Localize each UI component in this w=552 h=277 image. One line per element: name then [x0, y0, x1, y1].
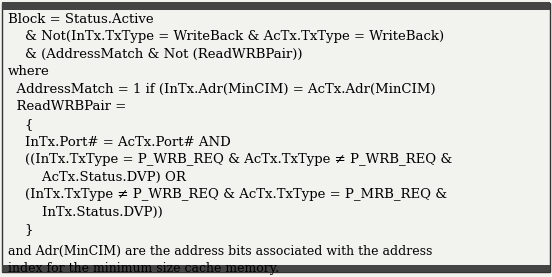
Text: & (AddressMatch & Not (ReadWRBPair)): & (AddressMatch & Not (ReadWRBPair)) — [8, 48, 302, 61]
Text: ReadWRBPair =: ReadWRBPair = — [8, 101, 126, 114]
Text: AddressMatch = 1 if (InTx.Adr(MinCIM) = AcTx.Adr(MinCIM): AddressMatch = 1 if (InTx.Adr(MinCIM) = … — [8, 83, 436, 96]
Text: (InTx.TxType ≠ P_WRB_REQ & AcTx.TxType = P_MRB_REQ &: (InTx.TxType ≠ P_WRB_REQ & AcTx.TxType =… — [8, 188, 447, 201]
Text: InTx.Port# = AcTx.Port# AND: InTx.Port# = AcTx.Port# AND — [8, 135, 231, 148]
Text: ((InTx.TxType = P_WRB_REQ & AcTx.TxType ≠ P_WRB_REQ &: ((InTx.TxType = P_WRB_REQ & AcTx.TxType … — [8, 153, 452, 166]
Text: & Not(InTx.TxType = WriteBack & AcTx.TxType = WriteBack): & Not(InTx.TxType = WriteBack & AcTx.TxT… — [8, 30, 444, 43]
Text: AcTx.Status.DVP) OR: AcTx.Status.DVP) OR — [8, 171, 186, 183]
Text: {: { — [8, 118, 34, 131]
Text: InTx.Status.DVP)): InTx.Status.DVP)) — [8, 206, 163, 219]
Text: index for the minimum size cache memory.: index for the minimum size cache memory. — [8, 262, 279, 275]
Text: and Adr(MinCIM) are the address bits associated with the address: and Adr(MinCIM) are the address bits ass… — [8, 245, 432, 258]
Text: Block = Status.Active: Block = Status.Active — [8, 13, 153, 26]
Text: }: } — [8, 223, 34, 236]
Text: where: where — [8, 65, 50, 78]
